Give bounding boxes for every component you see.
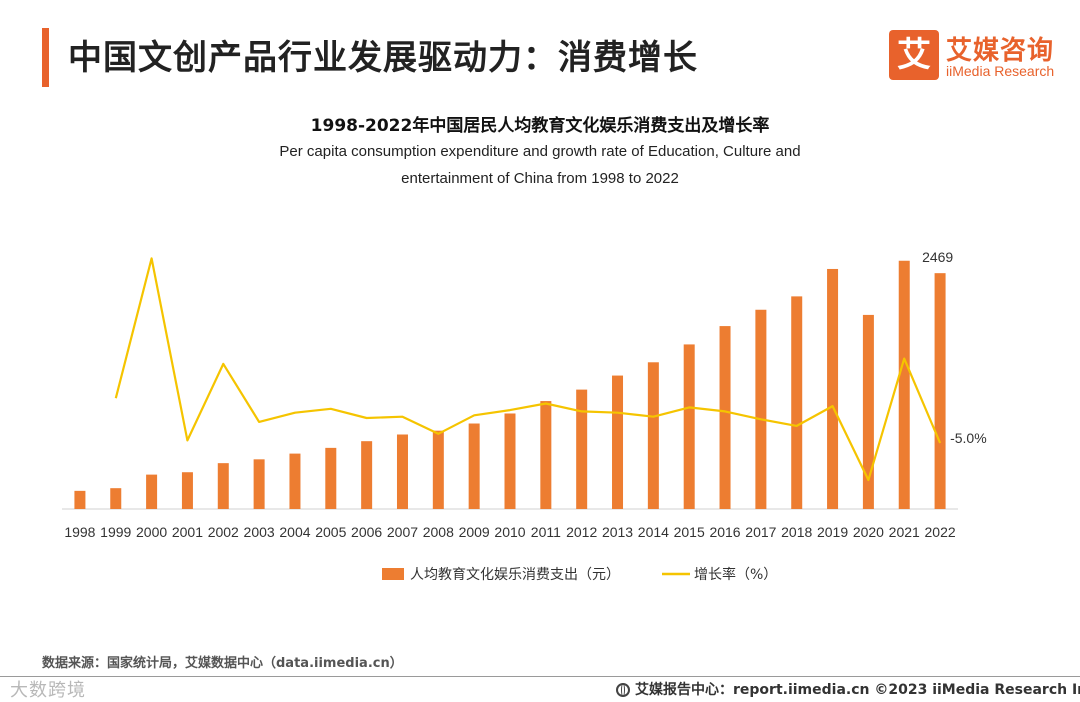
x-tick-label-2010: 2010 [494, 524, 525, 540]
x-tick-label-2021: 2021 [889, 524, 920, 540]
bar-2021 [898, 260, 910, 509]
bar-2001 [181, 472, 193, 509]
bar-2007 [396, 434, 408, 509]
x-tick-label-2020: 2020 [853, 524, 884, 540]
last-bar-data-label: 2469 [922, 249, 953, 265]
bar-2005 [325, 447, 337, 509]
x-tick-label-2003: 2003 [244, 524, 275, 540]
bar-2012 [576, 389, 588, 509]
bar-2014 [647, 362, 659, 509]
bar-2000 [146, 474, 158, 509]
x-tick-label-2012: 2012 [566, 524, 597, 540]
bar-2003 [253, 459, 265, 509]
bar-2008 [432, 430, 444, 509]
page-title: 中国文创产品行业发展驱动力：消费增长 [68, 38, 698, 78]
bar-2018 [791, 296, 803, 509]
globe-icon [616, 683, 630, 697]
x-tick-label-2011: 2011 [531, 524, 561, 540]
x-tick-label-2022: 2022 [925, 524, 956, 540]
bar-2009 [468, 423, 480, 509]
x-tick-label-2018: 2018 [781, 524, 812, 540]
bar-2013 [612, 375, 624, 509]
x-tick-label-2015: 2015 [674, 524, 705, 540]
chart-subtitle-line2: entertainment of China from 1998 to 2022 [401, 170, 679, 187]
x-tick-label-2006: 2006 [351, 524, 382, 540]
footer-report-center: 艾媒报告中心：report.iimedia.cn ©2023 iiMedia R… [616, 679, 1080, 699]
x-tick-label-2019: 2019 [817, 524, 848, 540]
bar-2010 [504, 413, 516, 509]
x-tick-label-2009: 2009 [459, 524, 490, 540]
growth-rate-line [114, 257, 942, 482]
chart-area: 1998 1999 2000 2001 2002 2003 2004 2005 2006 2007… [62, 249, 987, 583]
data-source-note: 数据来源：国家统计局，艾媒数据中心（data.iimedia.cn） [42, 656, 403, 671]
x-tick-label-2005: 2005 [315, 524, 346, 540]
logo-mark-icon: 艾 [889, 30, 939, 80]
x-tick-label-2013: 2013 [602, 524, 633, 540]
x-tick-label-2001: 2001 [172, 524, 203, 540]
legend-bar-swatch [382, 568, 404, 580]
x-tick-label-1998: 1998 [64, 524, 95, 540]
logo-english-name: iiMedia Research [946, 63, 1055, 79]
x-tick-label-2016: 2016 [709, 524, 740, 540]
x-tick-label-2007: 2007 [387, 524, 418, 540]
bar-2016 [719, 326, 731, 509]
bar-2017 [755, 309, 767, 509]
bar-2020 [862, 314, 874, 509]
x-tick-label-2004: 2004 [279, 524, 310, 540]
x-tick-label-2017: 2017 [745, 524, 776, 540]
bar-1999 [110, 488, 122, 509]
chart-title: 1998-2022年中国居民人均教育文化娱乐消费支出及增长率 [310, 116, 770, 136]
bar-2011 [540, 401, 552, 509]
bar-2006 [361, 441, 373, 509]
footer-divider [0, 676, 1080, 677]
iimedia-logo: 艾 艾媒咨询 iiMedia Research [889, 30, 1064, 84]
x-tick-label-2000: 2000 [136, 524, 167, 540]
x-tick-label-1999: 1999 [100, 524, 131, 540]
bar-2019 [827, 268, 839, 509]
x-tick-label-2014: 2014 [638, 524, 669, 540]
bar-2004 [289, 453, 301, 509]
chart-subtitle-line1: Per capita consumption expenditure and g… [279, 143, 801, 160]
footer-right-text: 艾媒报告中心：report.iimedia.cn ©2023 iiMedia R… [635, 682, 1080, 698]
legend-bar-label: 人均教育文化娱乐消费支出（元） [410, 567, 620, 583]
x-tick-label-2002: 2002 [208, 524, 239, 540]
title-accent-bar [42, 28, 49, 87]
last-line-data-label: -5.0% [950, 430, 987, 446]
logo-chinese-name: 艾媒咨询 [946, 36, 1055, 66]
bar-2002 [217, 463, 229, 509]
legend-line-label: 增长率（%） [694, 566, 777, 583]
bar-1998 [74, 490, 86, 509]
bar-2015 [683, 344, 695, 509]
x-tick-label-2008: 2008 [423, 524, 454, 540]
watermark-text: 大数跨境 [10, 680, 86, 701]
bar-2022 [934, 273, 946, 509]
